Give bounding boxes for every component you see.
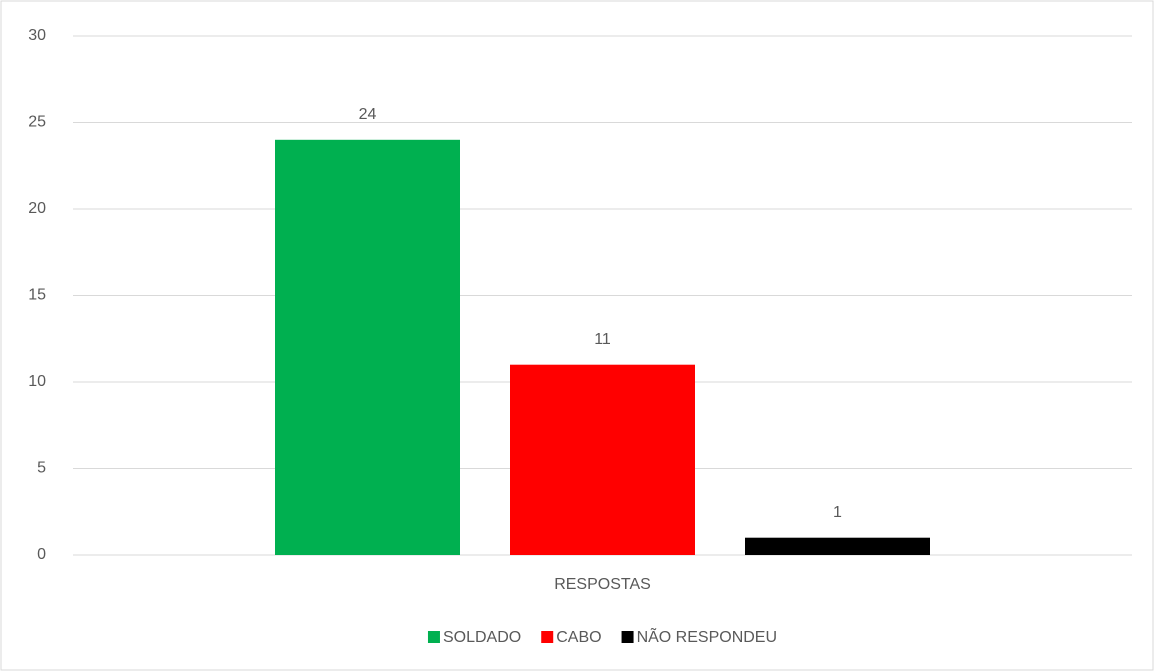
y-tick-label: 15	[28, 287, 46, 304]
legend-swatch	[541, 631, 554, 643]
bar	[745, 537, 930, 555]
data-label: 1	[833, 504, 842, 521]
legend-label: CABO	[556, 629, 601, 646]
y-tick-label: 5	[37, 460, 46, 477]
bar	[275, 139, 460, 556]
data-label: 11	[594, 331, 611, 348]
x-tick-label: RESPOSTAS	[554, 576, 651, 593]
y-tick-label: 10	[28, 373, 46, 390]
legend-label: NÃO RESPONDEU	[637, 626, 777, 646]
bar	[510, 364, 695, 555]
y-tick-label: 0	[37, 546, 46, 563]
y-tick-label: 25	[28, 114, 46, 131]
legend-label: SOLDADO	[443, 629, 521, 646]
y-tick-label: 30	[28, 27, 46, 44]
y-tick-label: 20	[28, 200, 46, 217]
data-label: 24	[359, 106, 377, 123]
legend-swatch	[427, 631, 440, 643]
legend-swatch	[621, 631, 634, 643]
